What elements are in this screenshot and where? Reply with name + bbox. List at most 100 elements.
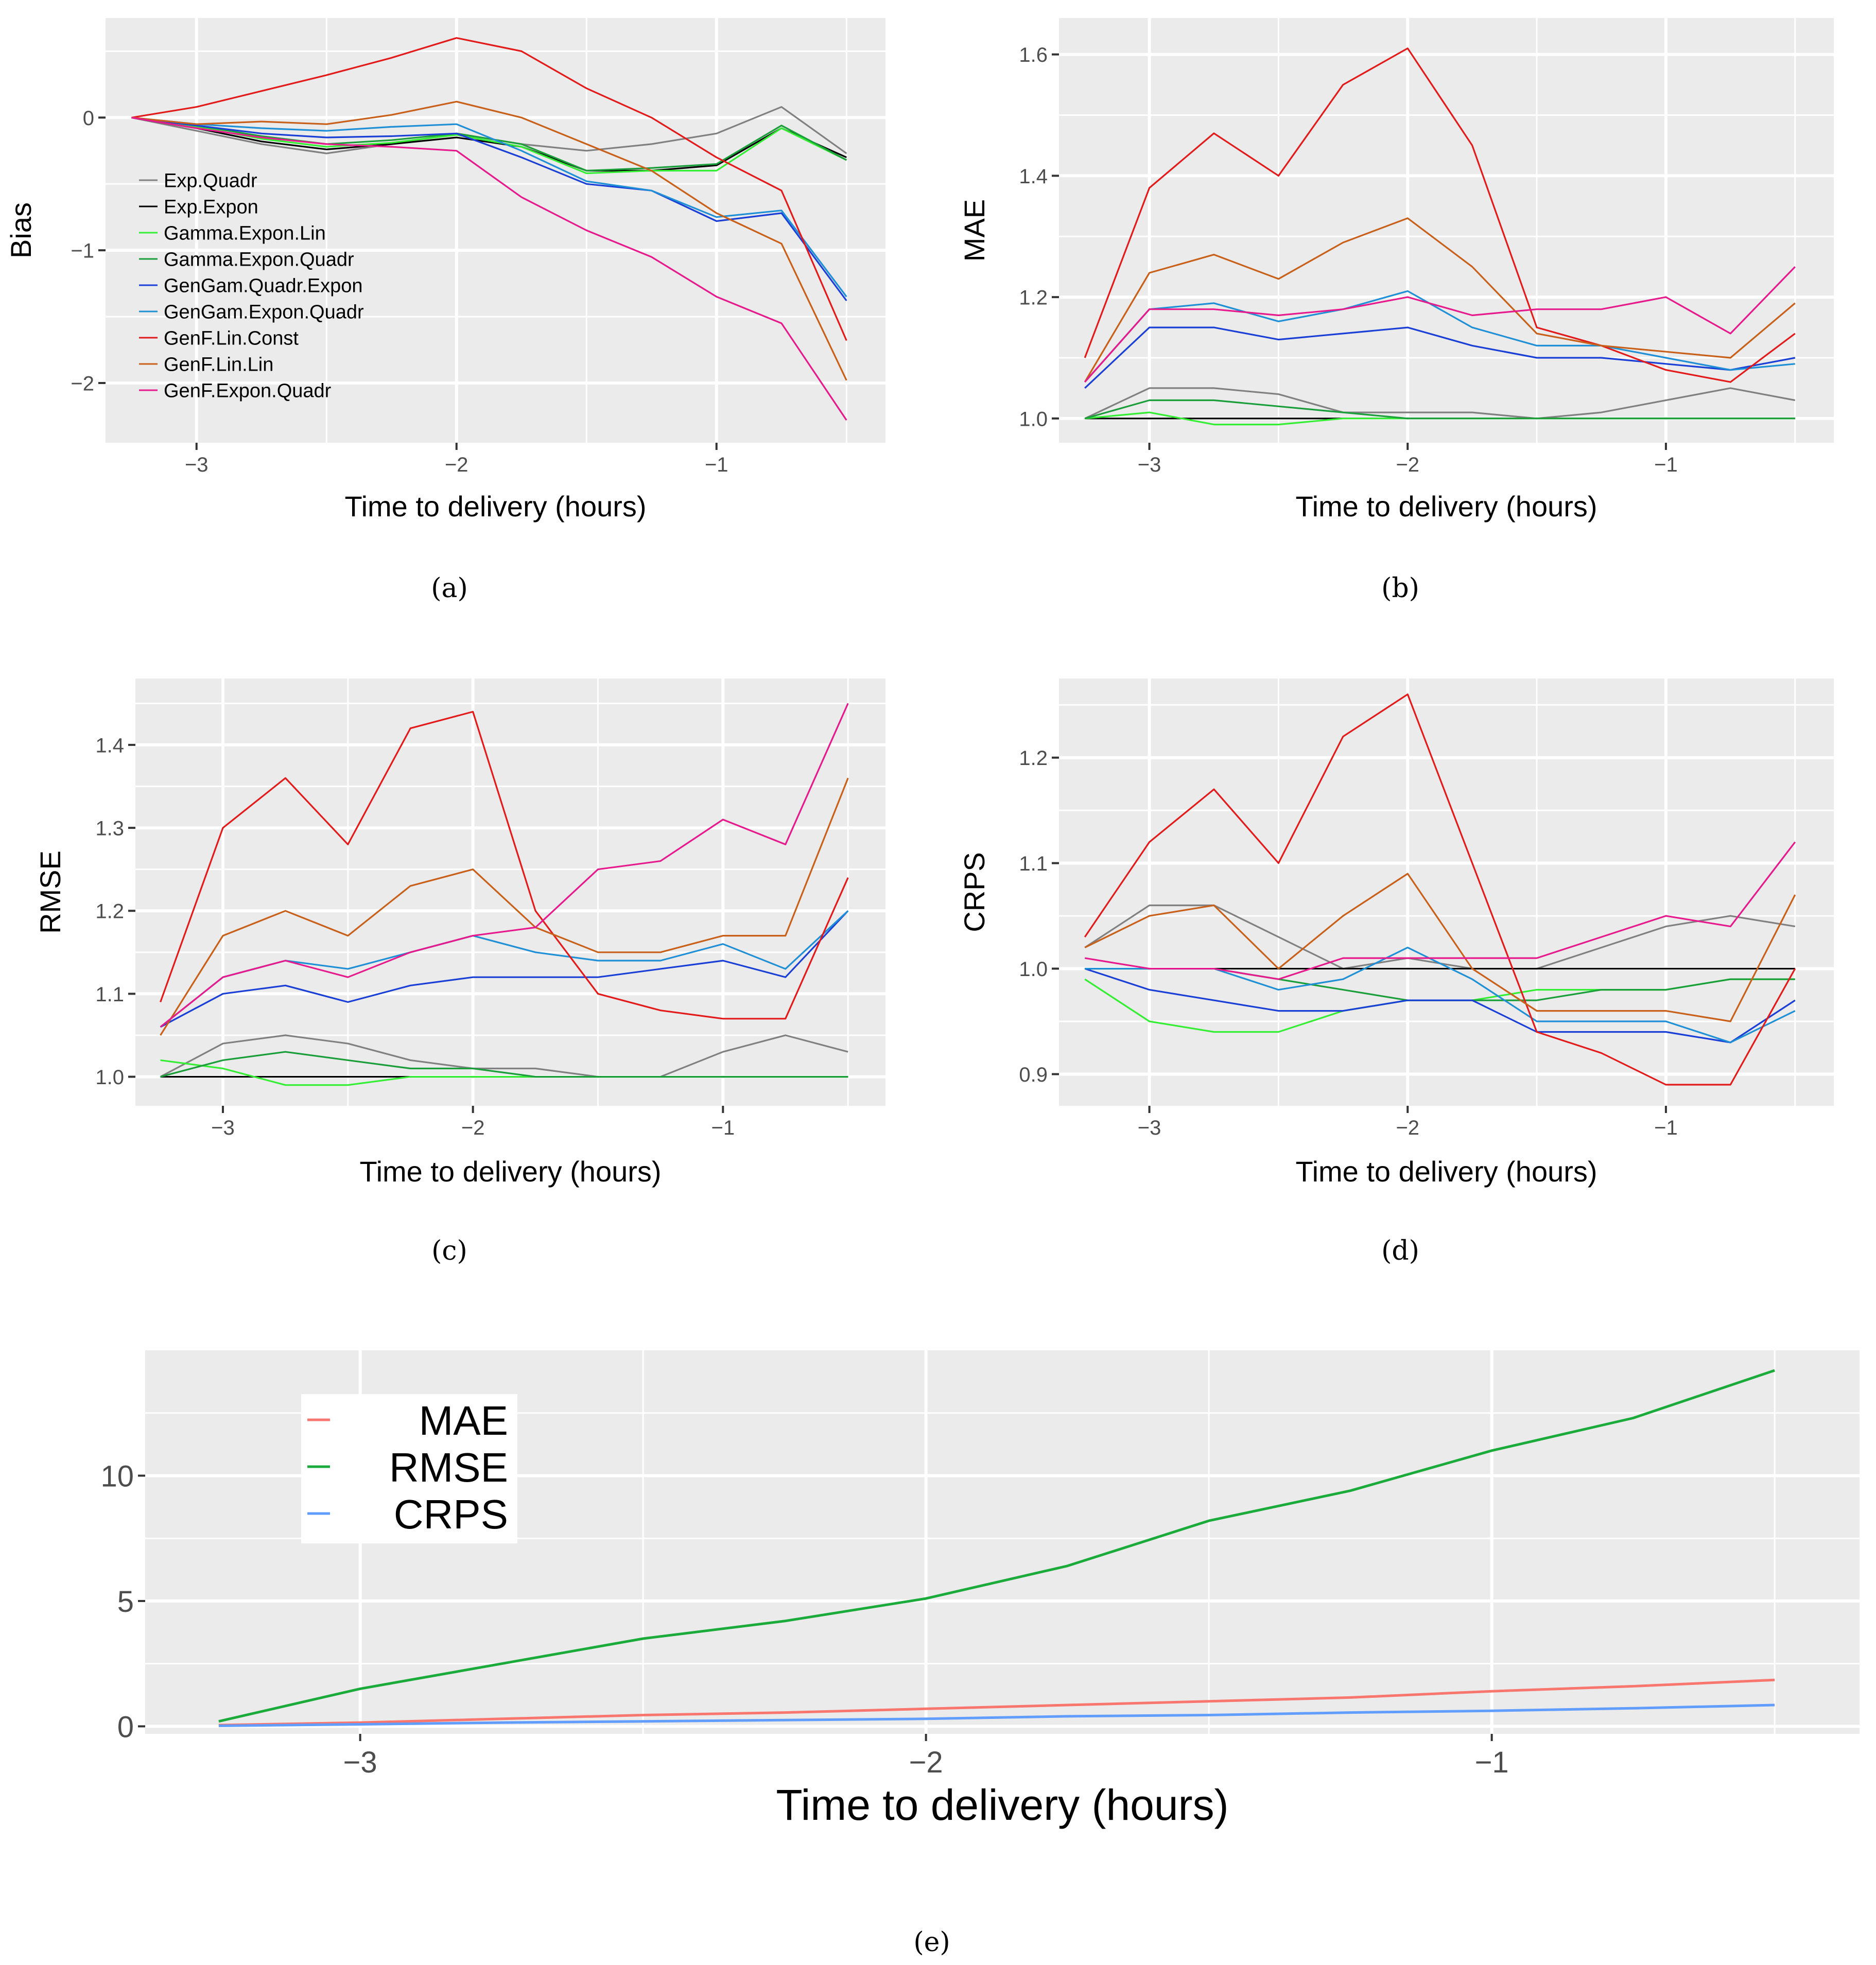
x-axis-label: Time to delivery (hours) <box>1295 1155 1597 1188</box>
major-gridlines <box>106 18 885 443</box>
legend-label-gengam-quadr-expon: GenGam.Quadr.Expon <box>164 275 363 297</box>
y-tick-label: 1.3 <box>95 817 124 840</box>
series-line-gamma-expon-quadr <box>131 116 847 172</box>
x-tick-label: −1 <box>1654 1117 1678 1139</box>
x-axis-label: Time to delivery (hours) <box>359 1155 661 1188</box>
legend-label-gamma-expon-quadr: Gamma.Expon.Quadr <box>164 249 354 271</box>
series-line-gengam-quadr-expon <box>131 116 847 302</box>
plot-background <box>1059 679 1834 1106</box>
series-line-gengam-expon-quadr <box>131 116 847 298</box>
legend-label-gengam-expon-quadr: GenGam.Expon.Quadr <box>164 302 364 323</box>
x-tick-label: −2 <box>461 1117 485 1139</box>
series-line-genf-lin-lin <box>131 100 847 381</box>
series-line-gengam-quadr-expon <box>1084 968 1796 1044</box>
x-tick-label: −1 <box>1654 454 1678 476</box>
series-line-gengam-quadr-expon <box>160 910 849 1028</box>
x-tick-label: −2 <box>909 1746 943 1779</box>
y-tick-label: 0 <box>83 107 94 130</box>
series-line-exp-quadr <box>160 1034 848 1078</box>
series-line-genf-lin-const <box>131 37 847 341</box>
y-tick-label: −2 <box>71 372 94 395</box>
legend-label-genf-lin-lin: GenF.Lin.Lin <box>164 354 273 376</box>
x-tick-label: −2 <box>1396 1117 1419 1139</box>
series-line-genf-expon-quadr <box>1084 266 1796 383</box>
subfigure-caption: (a) <box>431 573 468 604</box>
x-tick-label: −2 <box>445 454 468 476</box>
y-tick-label: 1.2 <box>95 900 124 923</box>
x-tick-label: −1 <box>1475 1746 1509 1779</box>
subfigure-caption: (e) <box>913 1927 950 1958</box>
y-tick-label: 1.4 <box>95 734 124 757</box>
panel-d: −3 −2 −1 0.9 1.0 1.1 1.2 Time to delivery (hour… <box>958 679 1834 1266</box>
y-tick-label: 1.0 <box>1019 958 1048 981</box>
legend-label-gamma-expon-lin: Gamma.Expon.Lin <box>164 223 326 245</box>
series-line-gengam-expon-quadr <box>1084 290 1795 383</box>
y-tick-label: 1.0 <box>1019 408 1048 430</box>
legend-label-exp-expon: Exp.Expon <box>164 197 258 218</box>
y-tick-label: 5 <box>117 1585 134 1619</box>
legend-label-genf-expon-quadr: GenF.Expon.Quadr <box>164 380 332 402</box>
legend-label-genf-lin-const: GenF.Lin.Const <box>164 328 299 350</box>
series-group <box>131 37 847 421</box>
y-tick-label: 1.2 <box>1019 287 1048 309</box>
series-line-rmse <box>218 1369 1775 1723</box>
x-axis-label: Time to delivery (hours) <box>1295 490 1597 523</box>
series-line-mae <box>218 1678 1775 1727</box>
series-line-exp-expon <box>131 116 847 172</box>
series-line-genf-lin-const <box>160 710 849 1020</box>
y-tick-label: 1.2 <box>1019 747 1048 770</box>
x-tick-label: −2 <box>1396 454 1419 476</box>
series-line-gengam-quadr-expon <box>1084 326 1796 389</box>
series-line-crps <box>218 1703 1775 1727</box>
legend-box <box>301 1394 517 1543</box>
x-tick-label: −1 <box>711 1117 735 1139</box>
plot-background <box>1059 18 1834 443</box>
y-tick-label: 10 <box>100 1459 134 1493</box>
y-tick-label: 1.1 <box>95 983 124 1006</box>
series-line-genf-expon-quadr <box>131 116 847 421</box>
series-line-genf-lin-lin <box>160 777 849 1036</box>
y-tick-label: −1 <box>71 240 94 263</box>
series-group <box>1084 693 1796 1086</box>
y-axis-label: RMSE <box>34 850 66 934</box>
subfigure-caption: (b) <box>1381 573 1419 604</box>
legend-label-mae: MAE <box>419 1398 508 1444</box>
y-tick-label: 1.4 <box>1019 165 1048 188</box>
series-group <box>1084 47 1796 426</box>
series-group <box>218 1369 1775 1727</box>
plot-background <box>106 18 885 443</box>
series-line-genf-lin-lin <box>1084 873 1796 1022</box>
series-line-exp-quadr <box>1084 387 1796 420</box>
legend: Exp.Quadr Exp.Expon Gamma.Expon.Lin Gamma.E… <box>139 170 364 402</box>
series-line-gamma-expon-quadr <box>1084 399 1795 420</box>
minor-gridlines <box>135 679 885 1106</box>
series-line-genf-lin-lin <box>1084 217 1796 382</box>
plot-background <box>135 679 885 1106</box>
panel-b: −3 −2 −1 1.0 1.2 1.4 1.6 Time to delivery (hour… <box>958 18 1834 604</box>
panel-e: −3 −2 −1 0 5 10 Time to delivery (hours) (e) MAE… <box>100 1350 1860 1958</box>
y-axis-label: Bias <box>5 202 37 258</box>
series-line-genf-lin-const <box>1084 693 1796 1086</box>
legend-label-crps: CRPS <box>394 1491 508 1537</box>
x-axis-label: Time to delivery (hours) <box>344 490 646 523</box>
y-axis-label: CRPS <box>958 852 991 932</box>
panel-c: −3 −2 −1 1.0 1.1 1.2 1.3 1.4 Time to delivery (h… <box>34 679 885 1266</box>
x-tick-label: −3 <box>1138 454 1161 476</box>
series-line-gamma-expon-quadr <box>160 1051 848 1078</box>
x-axis-label: Time to delivery (hours) <box>776 1781 1228 1829</box>
x-tick-label: −1 <box>705 454 728 476</box>
x-tick-label: −3 <box>185 454 209 476</box>
panel-a: −3 −2 −1 0 −1 −2 Time to delivery (hours) Bias (… <box>5 18 885 604</box>
y-tick-label: 1.1 <box>1019 853 1048 875</box>
minor-gridlines <box>1059 18 1834 443</box>
series-line-genf-lin-const <box>1084 47 1796 383</box>
major-gridlines <box>135 679 885 1106</box>
minor-gridlines <box>106 18 885 443</box>
y-tick-label: 1.0 <box>95 1066 124 1089</box>
y-tick-label: 0.9 <box>1019 1064 1048 1086</box>
series-group <box>160 703 849 1086</box>
series-line-genf-expon-quadr <box>1084 841 1796 980</box>
subfigure-caption: (d) <box>1381 1236 1419 1266</box>
